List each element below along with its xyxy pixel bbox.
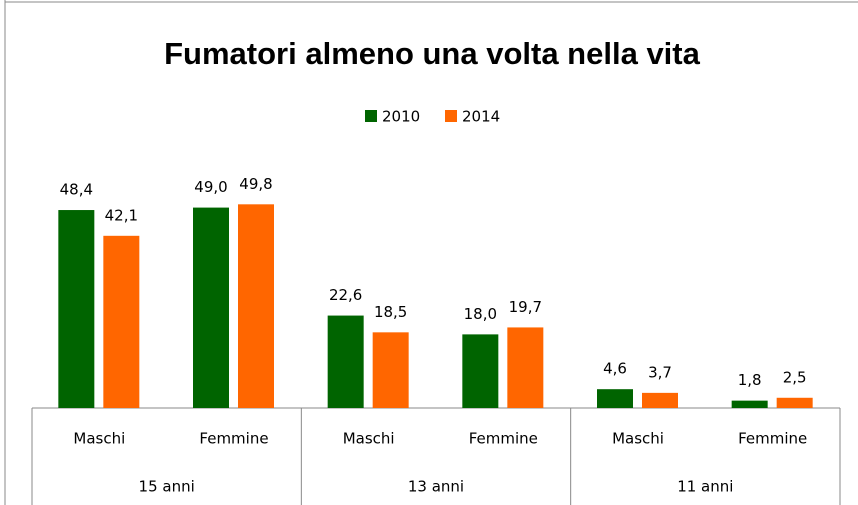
group-label: 15 anni [139,478,195,496]
bar [731,400,768,408]
value-label: 48,4 [60,181,93,199]
x-tick-label: Femmine [199,430,268,448]
value-label: 18,0 [464,305,497,323]
value-label: 3,7 [648,363,672,381]
value-label: 1,8 [738,371,762,389]
legend-label: 2010 [382,108,420,126]
legend-label: 2014 [462,108,500,126]
value-label: 4,6 [603,360,627,378]
bar [58,210,95,408]
x-tick-label: Maschi [612,430,664,448]
value-label: 19,7 [509,298,542,316]
x-tick-label: Maschi [73,430,125,448]
value-label: 22,6 [329,286,362,304]
value-label: 42,1 [105,206,138,224]
bar [103,235,140,408]
value-label: 49,0 [194,178,227,196]
bar [507,327,544,408]
bar [642,392,678,408]
bar [372,332,409,408]
bar [597,389,633,408]
value-label: 49,8 [239,175,272,193]
bar [462,334,499,408]
value-label: 2,5 [783,368,807,386]
bar [776,397,813,408]
x-tick-label: Femmine [738,430,807,448]
x-tick-label: Femmine [469,430,538,448]
bar [193,207,229,408]
bar [238,204,274,408]
legend-swatch [365,110,377,122]
legend-swatch [445,110,457,122]
group-label: 13 anni [408,478,464,496]
group-label: 11 anni [677,478,733,496]
chart-title: Fumatori almeno una volta nella vita [164,36,700,71]
bar [327,315,364,408]
value-label: 18,5 [374,303,407,321]
x-tick-label: Maschi [343,430,395,448]
